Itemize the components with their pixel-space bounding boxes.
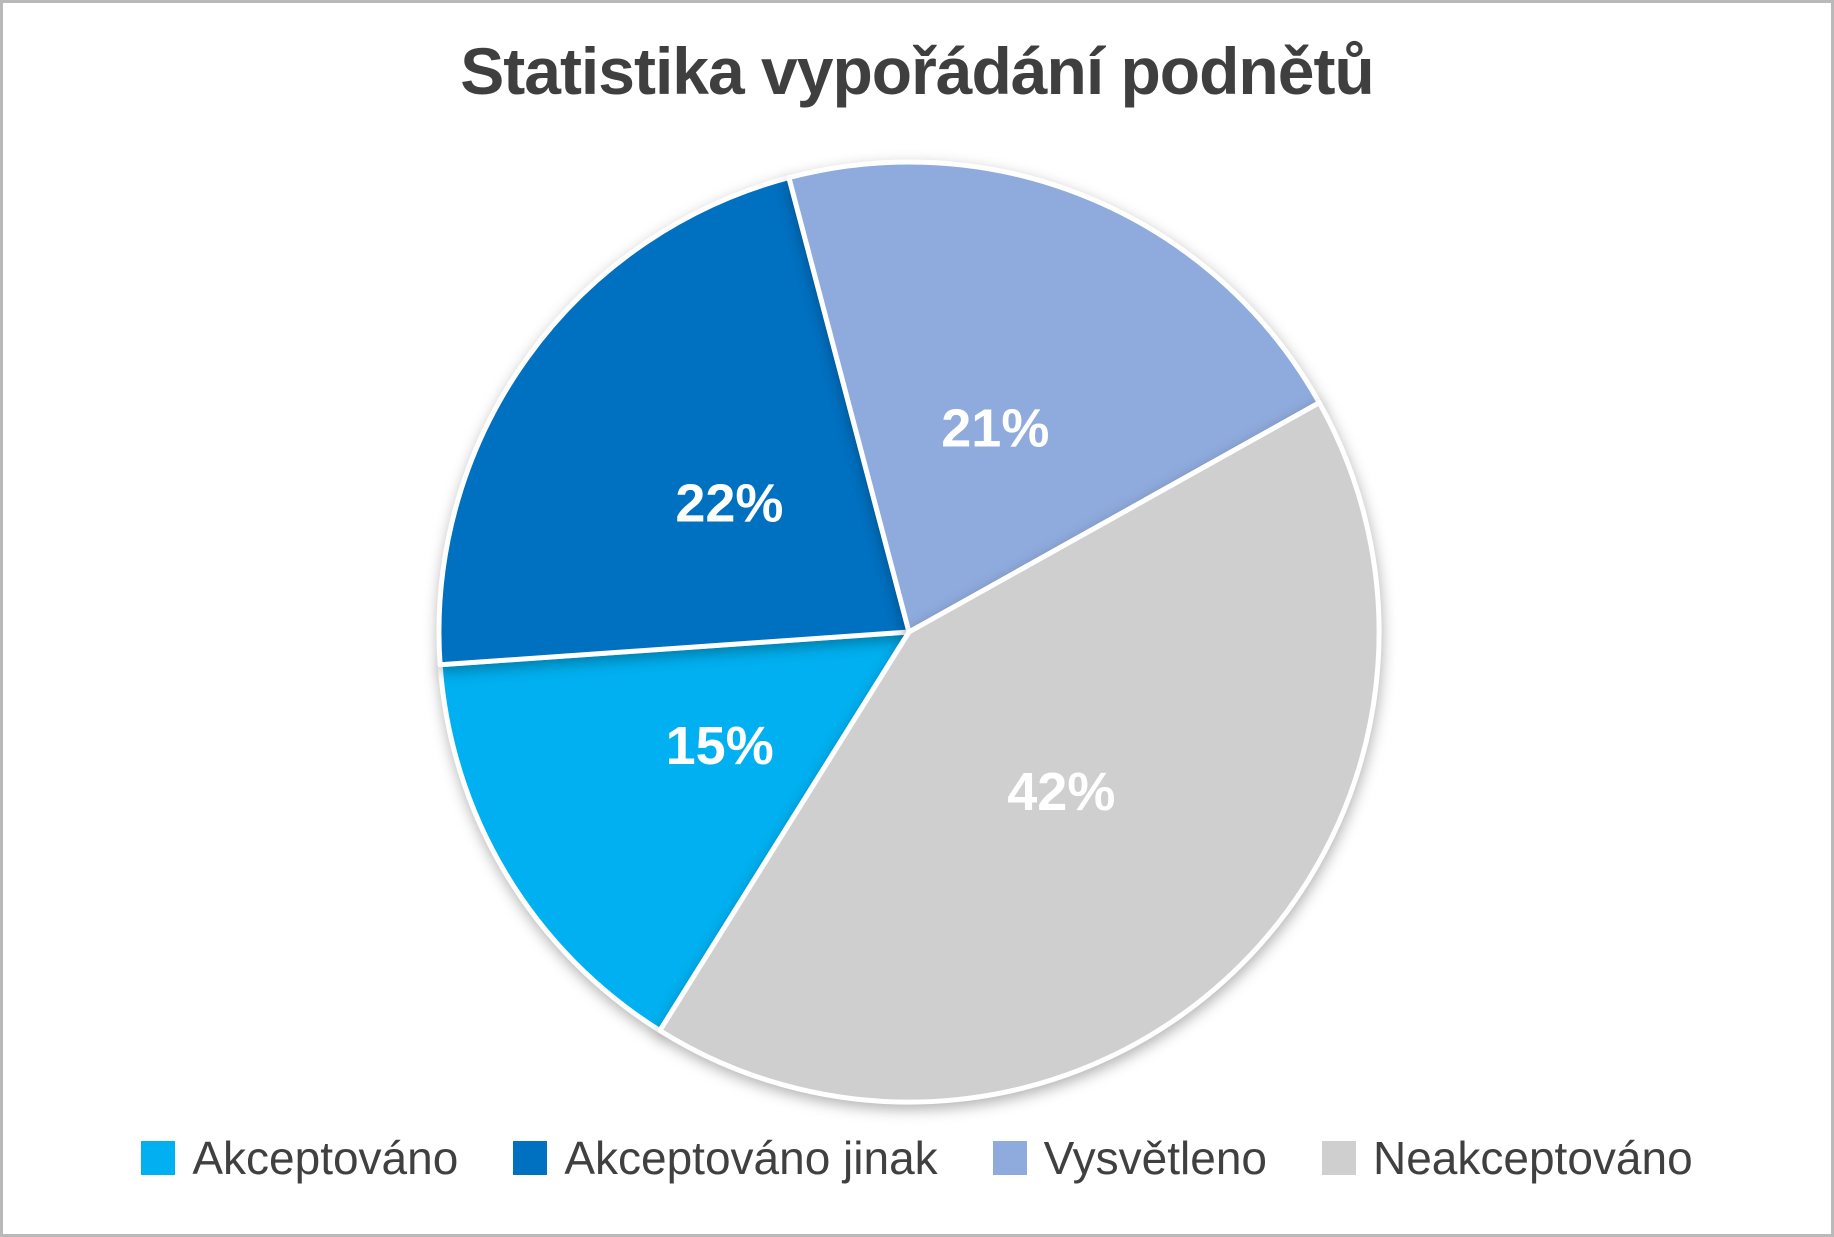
legend-marker-akceptovano xyxy=(141,1141,176,1175)
chart-title: Statistika vypořádání podnětů xyxy=(460,34,1375,108)
pie-slice-akceptovano xyxy=(437,629,912,1034)
legend-item-akceptovano: Akceptováno xyxy=(141,1131,458,1185)
legend-marker-akceptovano-jinak xyxy=(513,1141,548,1175)
pie-slice-neakceptovano xyxy=(657,400,1382,1105)
legend-label-akceptovano: Akceptováno xyxy=(192,1132,459,1184)
legend-label-vysvetleno: Vysvětleno xyxy=(1043,1132,1267,1184)
legend-item-neakceptovano: Neakceptováno xyxy=(1321,1131,1693,1185)
legend-item-akceptovano-jinak: Akceptováno jinak xyxy=(513,1131,938,1185)
data-label-vysvetleno: 21% xyxy=(941,399,1049,459)
data-label-akceptovano-jinak: 22% xyxy=(675,473,783,533)
data-label-neakceptovano: 42% xyxy=(1007,762,1115,822)
legend-marker-neakceptovano xyxy=(1321,1141,1356,1175)
data-label-akceptovano: 15% xyxy=(666,716,774,776)
legend-marker-vysvetleno xyxy=(992,1141,1027,1175)
legend: Akceptováno Akceptováno jinak Vysvětleno Ne… xyxy=(3,1131,1831,1185)
pie-chart: 15% 22% 21% 42% xyxy=(436,159,1382,1105)
legend-label-akceptovano-jinak: Akceptováno jinak xyxy=(564,1132,938,1184)
legend-item-vysvetleno: Vysvětleno xyxy=(992,1131,1267,1185)
legend-label-neakceptovano: Neakceptováno xyxy=(1372,1132,1693,1184)
pie-slice-akceptovano-jinak xyxy=(436,175,912,668)
pie-slice-vysvetleno xyxy=(786,159,1322,635)
